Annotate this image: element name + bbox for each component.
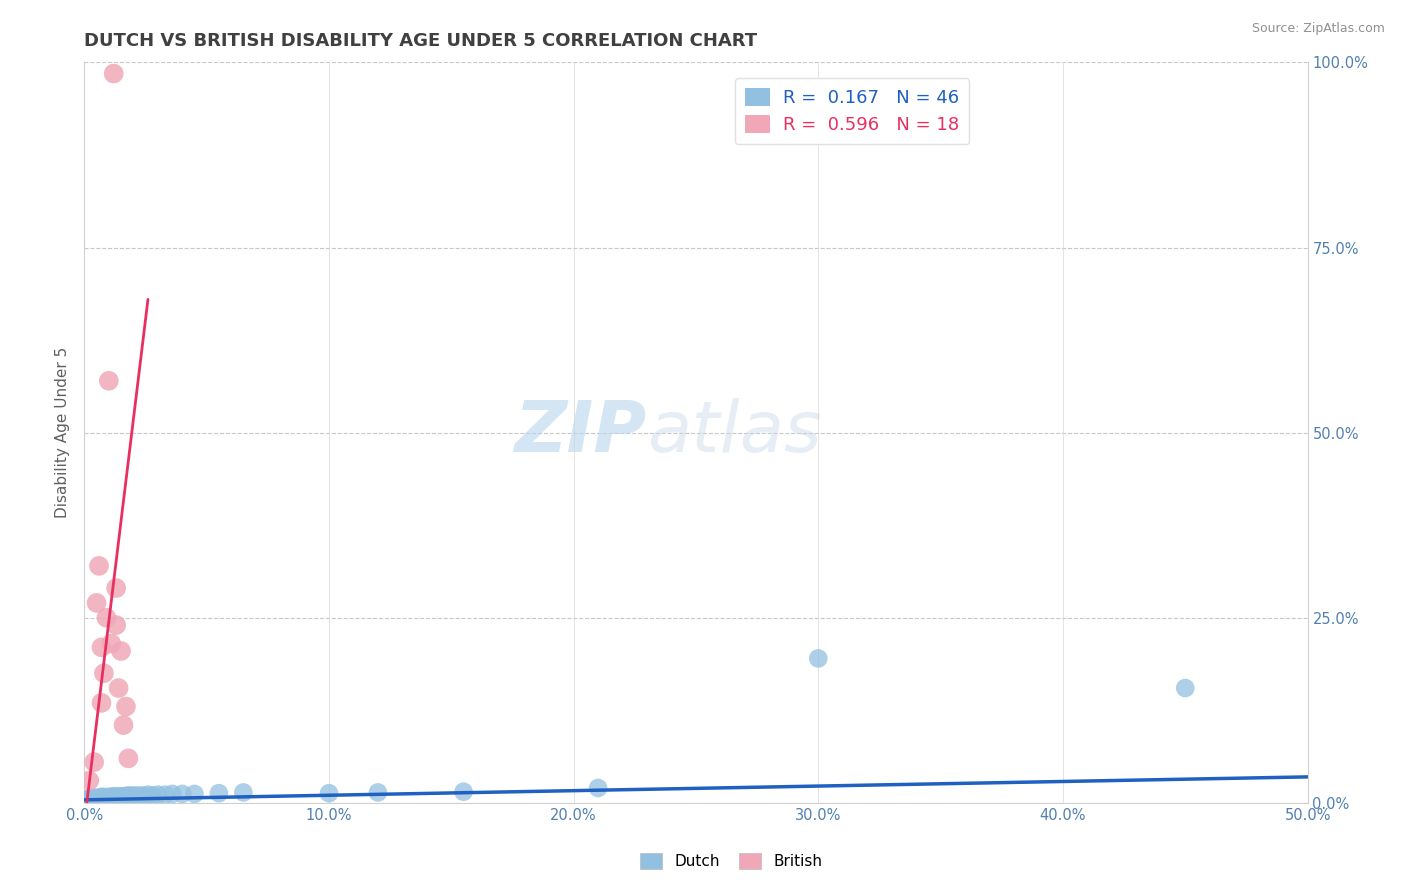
- Point: [87, 790, 110, 805]
- Point: [162, 787, 184, 801]
- Point: [105, 789, 128, 804]
- Point: [83, 755, 105, 769]
- Point: [110, 644, 132, 658]
- Point: [103, 789, 125, 804]
- Point: [122, 789, 145, 803]
- Legend: R =  0.167   N = 46, R =  0.596   N = 18: R = 0.167 N = 46, R = 0.596 N = 18: [734, 78, 969, 144]
- Point: [453, 785, 475, 799]
- Point: [97, 790, 120, 805]
- Point: [112, 789, 135, 804]
- Point: [90, 790, 112, 805]
- Point: [100, 637, 122, 651]
- Point: [103, 66, 125, 80]
- Point: [117, 751, 139, 765]
- Point: [80, 790, 103, 805]
- Point: [83, 790, 105, 805]
- Point: [146, 788, 169, 802]
- Point: [83, 791, 105, 805]
- Point: [107, 789, 129, 804]
- Point: [86, 596, 108, 610]
- Point: [93, 789, 115, 804]
- Point: [93, 666, 115, 681]
- Y-axis label: Disability Age Under 5: Disability Age Under 5: [55, 347, 70, 518]
- Point: [103, 790, 125, 805]
- Text: Source: ZipAtlas.com: Source: ZipAtlas.com: [1251, 22, 1385, 36]
- Point: [136, 788, 159, 802]
- Point: [110, 789, 132, 804]
- Point: [127, 789, 149, 803]
- Point: [105, 581, 128, 595]
- Point: [86, 792, 108, 806]
- Text: atlas: atlas: [647, 398, 821, 467]
- Point: [105, 618, 128, 632]
- Point: [112, 718, 135, 732]
- Point: [86, 791, 108, 805]
- Point: [318, 786, 340, 800]
- Point: [132, 789, 155, 803]
- Point: [96, 790, 118, 805]
- Point: [77, 773, 100, 788]
- Point: [172, 787, 194, 801]
- Point: [87, 558, 110, 573]
- Text: DUTCH VS BRITISH DISABILITY AGE UNDER 5 CORRELATION CHART: DUTCH VS BRITISH DISABILITY AGE UNDER 5 …: [84, 32, 758, 50]
- Point: [97, 789, 120, 804]
- Point: [90, 696, 112, 710]
- Point: [77, 791, 100, 805]
- Point: [153, 788, 176, 802]
- Point: [96, 610, 118, 624]
- Point: [97, 374, 120, 388]
- Point: [232, 785, 254, 799]
- Point: [115, 699, 138, 714]
- Point: [90, 640, 112, 655]
- Point: [76, 793, 98, 807]
- Point: [117, 789, 139, 803]
- Point: [807, 651, 830, 665]
- Point: [100, 789, 122, 804]
- Point: [115, 789, 138, 804]
- Point: [208, 786, 231, 800]
- Point: [142, 789, 165, 803]
- Point: [90, 789, 112, 804]
- Point: [120, 789, 142, 804]
- Legend: Dutch, British: Dutch, British: [634, 847, 828, 875]
- Point: [183, 787, 205, 801]
- Point: [367, 785, 389, 799]
- Point: [87, 791, 110, 805]
- Point: [93, 791, 115, 805]
- Point: [107, 681, 129, 695]
- Point: [80, 792, 103, 806]
- Text: ZIP: ZIP: [515, 398, 647, 467]
- Point: [1174, 681, 1197, 695]
- Point: [77, 792, 100, 806]
- Point: [586, 780, 609, 795]
